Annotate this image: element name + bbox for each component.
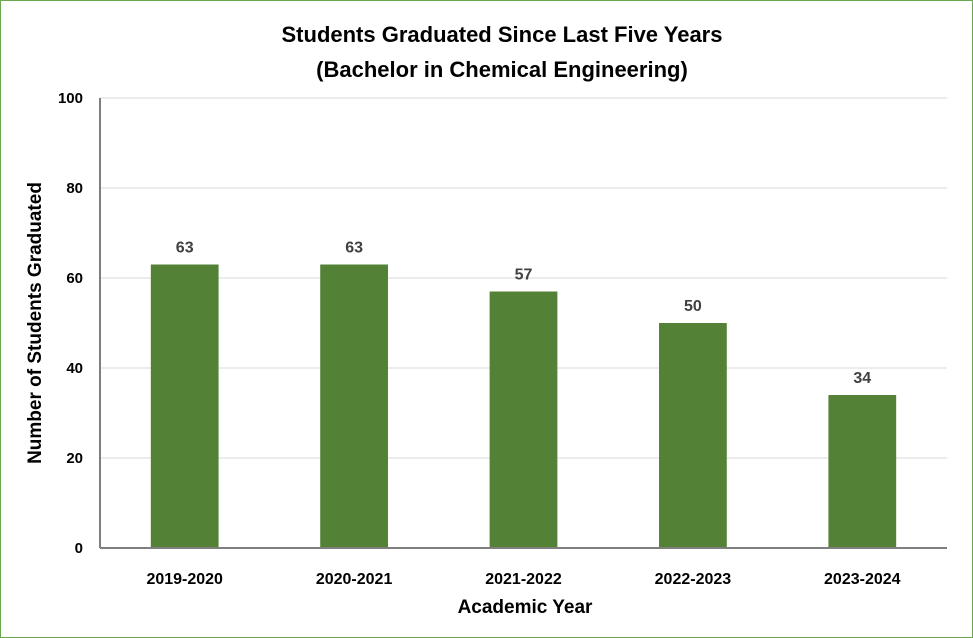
x-tick-label: 2020-2021 [316,571,393,588]
data-label: 57 [515,267,533,284]
y-tick-label: 100 [58,90,83,107]
bar [150,264,219,548]
y-tick-label: 80 [66,180,83,197]
x-tick-label: 2022-2023 [655,571,732,588]
bar [489,291,558,548]
y-tick-label: 20 [66,450,83,467]
y-tick-label: 60 [66,270,83,287]
x-axis-label: Academic Year [458,597,593,618]
y-tick-labels: 0 20 40 60 80 100 [58,90,83,557]
data-label: 63 [345,240,363,257]
bar [659,323,727,548]
y-tick-label: 40 [66,360,83,377]
y-axis-label: Number of Students Graduated [25,182,46,464]
chart-title: Students Graduated Since Last Five Years [282,22,723,47]
bar [320,264,388,548]
x-tick-label: 2019-2020 [146,571,223,588]
data-label: 63 [176,240,194,257]
data-labels: 63 63 57 50 34 [176,240,871,388]
data-label: 34 [853,370,871,387]
x-tick-labels: 2019-2020 2020-2021 2021-2022 2022-2023 2023… [146,571,900,588]
y-tick-label: 0 [75,540,83,557]
x-tick-label: 2023-2024 [824,571,901,588]
bars [150,264,897,548]
x-tick-label: 2021-2022 [485,571,562,588]
data-label: 50 [684,298,702,315]
gridlines [100,97,947,459]
bar [828,395,897,548]
chart-subtitle: (Bachelor in Chemical Engineering) [316,57,688,82]
